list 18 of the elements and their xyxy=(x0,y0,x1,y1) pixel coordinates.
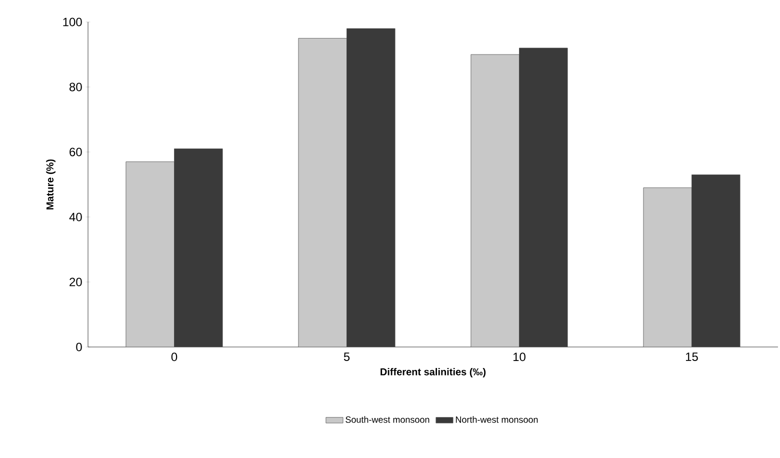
legend-label: South-west monsoon xyxy=(346,416,430,423)
y-tick-label: 0 xyxy=(76,342,82,352)
y-tick-label: 100 xyxy=(63,18,82,26)
y-axis-title: Mature (%) xyxy=(46,159,56,210)
bar xyxy=(643,188,692,347)
y-tick-label: 20 xyxy=(70,278,82,286)
bar xyxy=(298,38,347,347)
bar xyxy=(470,54,520,347)
y-tick-label: 60 xyxy=(70,148,82,156)
x-tick-label: 15 xyxy=(686,352,698,362)
y-tick-label: 80 xyxy=(70,82,82,92)
legend-label: North-west monsoon xyxy=(456,416,538,423)
x-tick-label: 10 xyxy=(513,352,526,362)
y-tick-label: 40 xyxy=(69,212,82,222)
x-tick-label: 0 xyxy=(171,352,178,362)
x-tick-label: 5 xyxy=(344,352,350,362)
x-axis-title: Different salinities (‰) xyxy=(380,368,486,378)
bar xyxy=(126,162,174,347)
